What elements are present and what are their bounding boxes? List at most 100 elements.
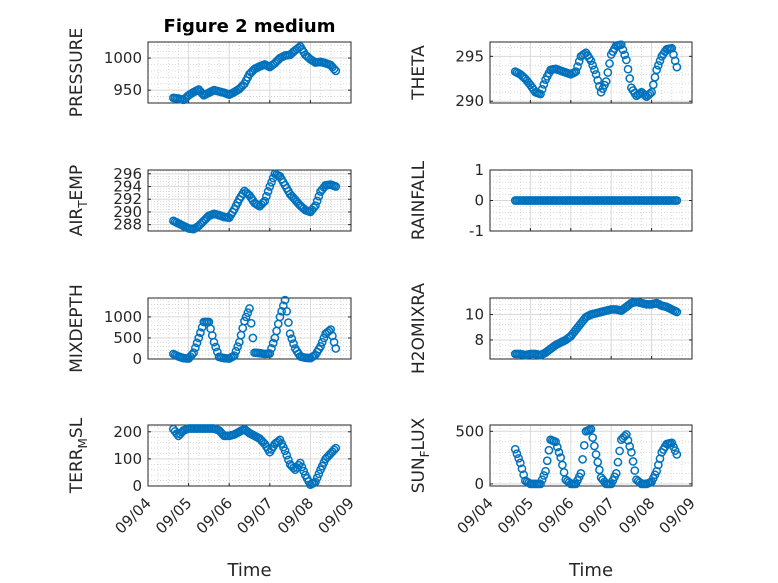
data-point: [552, 442, 562, 452]
grid: [147, 425, 352, 487]
data-point: [653, 60, 663, 70]
data-point: [536, 479, 545, 489]
data-point: [267, 177, 276, 187]
data-point: [289, 339, 298, 348]
data-point: [576, 469, 586, 478]
data-point: [605, 59, 614, 68]
data-point: [331, 344, 341, 353]
y-tick-label: 0: [132, 477, 142, 495]
y-tick-label: 200: [113, 423, 142, 441]
data-point: [672, 62, 682, 72]
y-tick-label: 1000: [104, 49, 142, 67]
grid: [489, 298, 693, 359]
y-tick-label: 1000: [104, 308, 142, 326]
data-point: [187, 350, 197, 360]
data-point: [312, 473, 322, 483]
y-axis-label: THETA: [409, 45, 429, 101]
y-tick-label: 100: [113, 450, 142, 468]
data-point: [595, 465, 604, 475]
grid: [489, 42, 693, 103]
data-point: [268, 338, 278, 348]
data-point: [603, 68, 613, 77]
data-point: [260, 196, 270, 206]
series-points: [169, 42, 341, 105]
data-point: [331, 443, 341, 453]
data-point: [311, 201, 320, 210]
y-tick-label: 290: [455, 92, 484, 110]
data-point: [510, 444, 520, 454]
data-point: [192, 338, 202, 348]
data-point: [586, 424, 596, 434]
data-point: [554, 447, 564, 457]
data-point: [277, 306, 286, 316]
data-point: [616, 40, 626, 50]
data-point: [265, 182, 275, 191]
data-point: [537, 84, 547, 94]
data-point: [243, 308, 253, 318]
data-point: [519, 470, 529, 480]
series-points: [169, 169, 341, 234]
data-point: [627, 447, 636, 457]
data-point: [623, 64, 633, 74]
data-point: [544, 445, 554, 455]
data-point: [601, 77, 611, 86]
subplot-mixdepth: 0 500 1000 MIXDEPTH: [67, 284, 352, 373]
data-point: [541, 466, 550, 476]
data-point: [593, 75, 603, 85]
y-tick-label: 0: [474, 475, 484, 493]
y-tick-label: 295: [455, 47, 484, 65]
series-points: [510, 297, 682, 360]
data-point: [514, 453, 523, 463]
series-points: [510, 196, 682, 205]
data-point: [246, 318, 256, 328]
data-point: [331, 66, 341, 76]
data-point: [245, 304, 254, 313]
data-point: [588, 433, 598, 442]
data-point: [189, 348, 199, 358]
y-axis-label: TERRMSL: [67, 417, 90, 494]
y-axis-label: PRESSURE: [67, 28, 87, 117]
data-point: [312, 196, 322, 206]
data-point: [628, 457, 638, 466]
subplot-pressure: 950 1000 PRESSURE Figure 2 medium: [67, 16, 352, 117]
data-point: [618, 45, 628, 55]
axes-box: [147, 41, 352, 104]
data-point: [265, 349, 275, 358]
data-point: [622, 55, 631, 65]
data-point: [573, 62, 582, 71]
data-point: [267, 343, 276, 353]
axes-box: [489, 297, 693, 360]
y-tick-label: 950: [113, 81, 142, 99]
series-points: [169, 424, 341, 489]
subplot-theta: 290 295 THETA: [409, 40, 693, 110]
data-point: [329, 64, 339, 74]
subplot-h2omixra: 8 10 H2OMIXRA: [409, 283, 693, 374]
y-tick-label: 10: [465, 306, 484, 324]
x-axis-label: Time: [568, 560, 613, 581]
data-point: [536, 89, 545, 99]
y-tick-label: 294: [113, 178, 142, 196]
data-point: [539, 80, 549, 89]
y-tick-label: 292: [113, 190, 142, 208]
data-point: [539, 471, 549, 480]
data-point: [331, 182, 341, 191]
data-point: [258, 198, 268, 208]
data-point: [196, 328, 205, 337]
axes-box: [147, 424, 352, 487]
y-tick-label: 0: [132, 350, 142, 368]
y-tick-label: 500: [455, 422, 484, 440]
data-point: [191, 343, 200, 353]
data-point: [611, 469, 621, 478]
y-axis-label: AIRTEMP: [67, 165, 90, 236]
data-point: [542, 456, 552, 466]
data-point: [613, 457, 623, 467]
data-point: [282, 306, 292, 316]
y-axis-label: RAINFALL: [409, 160, 429, 240]
axes-box: [147, 297, 352, 360]
data-point: [515, 458, 525, 468]
data-point: [623, 436, 633, 445]
y-tick-label: 1: [474, 161, 484, 179]
data-point: [295, 458, 305, 468]
